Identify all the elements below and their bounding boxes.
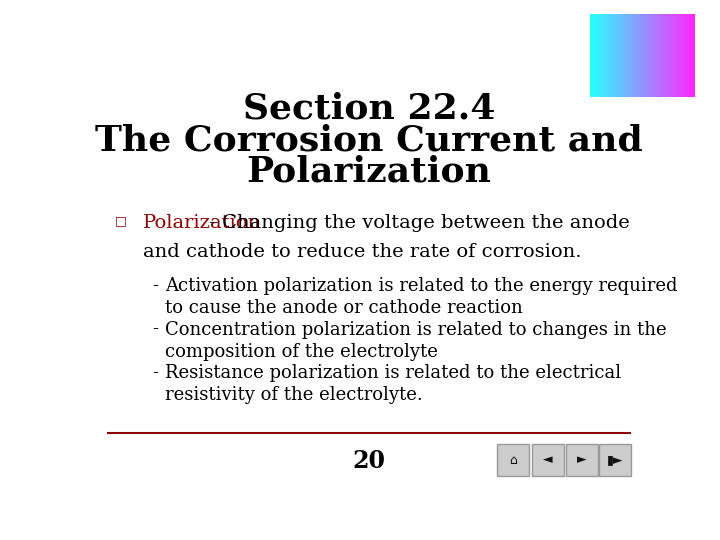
FancyBboxPatch shape [532,444,564,476]
Text: Section 22.4: Section 22.4 [243,92,495,126]
Text: ►: ► [577,454,587,467]
FancyBboxPatch shape [498,444,529,476]
Text: Resistance polarization is related to the electrical: Resistance polarization is related to th… [166,364,621,382]
Text: to cause the anode or cathode reaction: to cause the anode or cathode reaction [166,299,523,317]
Text: Concentration polarization is related to changes in the: Concentration polarization is related to… [166,321,667,339]
Text: ◄: ◄ [543,454,553,467]
Text: -: - [153,364,158,382]
Text: Activation polarization is related to the energy required: Activation polarization is related to th… [166,277,678,295]
Text: - Changing the voltage between the anode: - Changing the voltage between the anode [203,214,630,233]
Text: and cathode to reduce the rate of corrosion.: and cathode to reduce the rate of corros… [143,243,582,261]
Text: Polarization: Polarization [246,154,492,188]
Text: The Corrosion Current and: The Corrosion Current and [95,123,643,157]
Text: □: □ [114,214,127,227]
Text: composition of the electrolyte: composition of the electrolyte [166,342,438,361]
Text: ⌂: ⌂ [509,454,517,467]
Text: Polarization: Polarization [143,214,261,233]
Text: 20: 20 [353,449,385,474]
Text: -: - [153,321,158,339]
FancyBboxPatch shape [566,444,598,476]
Text: resistivity of the electrolyte.: resistivity of the electrolyte. [166,386,423,404]
Text: -: - [153,277,158,295]
Text: ▮►: ▮► [607,454,624,467]
FancyBboxPatch shape [600,444,631,476]
